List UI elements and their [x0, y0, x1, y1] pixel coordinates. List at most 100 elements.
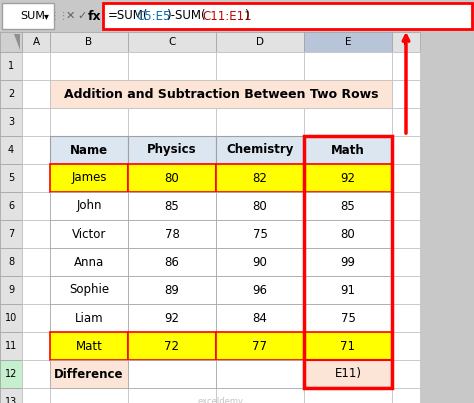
- Bar: [128, 360, 216, 388]
- Bar: [304, 80, 392, 108]
- Bar: [216, 220, 304, 248]
- Bar: [128, 136, 216, 164]
- Bar: [392, 192, 420, 220]
- Bar: [0, 52, 22, 80]
- Bar: [304, 276, 392, 304]
- Bar: [50, 276, 128, 304]
- Bar: [128, 192, 216, 220]
- Text: Addition and Subtraction Between Two Rows: Addition and Subtraction Between Two Row…: [64, 87, 378, 100]
- Bar: [392, 80, 420, 108]
- Text: 92: 92: [340, 172, 356, 185]
- Bar: [0, 108, 22, 136]
- Text: 71: 71: [340, 339, 356, 353]
- Bar: [392, 360, 420, 388]
- Text: Liam: Liam: [75, 312, 103, 324]
- Bar: [50, 332, 128, 360]
- Bar: [304, 304, 392, 332]
- Text: 1: 1: [8, 61, 14, 71]
- Text: 77: 77: [253, 339, 267, 353]
- Bar: [304, 360, 392, 388]
- Bar: [128, 164, 216, 192]
- Text: 82: 82: [253, 172, 267, 185]
- Text: Physics: Physics: [147, 143, 197, 156]
- Bar: [392, 388, 420, 403]
- Bar: [216, 108, 304, 136]
- Text: E11): E11): [335, 368, 362, 380]
- Bar: [216, 32, 304, 52]
- Text: 13: 13: [5, 397, 17, 403]
- Bar: [392, 304, 420, 332]
- Bar: [22, 388, 50, 403]
- Bar: [22, 80, 50, 108]
- Bar: [392, 32, 420, 52]
- Bar: [392, 332, 420, 360]
- Text: fx: fx: [88, 10, 102, 23]
- Bar: [128, 220, 216, 248]
- Bar: [50, 304, 128, 332]
- Bar: [50, 52, 128, 80]
- Text: 75: 75: [340, 312, 356, 324]
- Text: 9: 9: [8, 285, 14, 295]
- Bar: [0, 332, 22, 360]
- Bar: [392, 276, 420, 304]
- Bar: [304, 248, 392, 276]
- Bar: [128, 164, 216, 192]
- Bar: [22, 52, 50, 80]
- Text: 89: 89: [164, 283, 180, 297]
- Bar: [128, 388, 216, 403]
- Text: )-SUM(: )-SUM(: [166, 10, 206, 23]
- Text: Anna: Anna: [74, 256, 104, 268]
- Text: Sophie: Sophie: [69, 283, 109, 297]
- Bar: [392, 52, 420, 80]
- Bar: [0, 192, 22, 220]
- Text: Matt: Matt: [75, 339, 102, 353]
- Bar: [304, 220, 392, 248]
- Text: 75: 75: [253, 228, 267, 241]
- Text: 85: 85: [164, 199, 179, 212]
- Bar: [128, 276, 216, 304]
- Text: 80: 80: [164, 172, 179, 185]
- Bar: [304, 164, 392, 192]
- Bar: [216, 248, 304, 276]
- Text: C11:E11: C11:E11: [202, 10, 252, 23]
- Bar: [50, 276, 128, 304]
- Bar: [304, 248, 392, 276]
- Bar: [216, 332, 304, 360]
- Text: 7: 7: [8, 229, 14, 239]
- Bar: [50, 164, 128, 192]
- Bar: [216, 360, 304, 388]
- Bar: [50, 360, 128, 388]
- Bar: [392, 108, 420, 136]
- Bar: [216, 332, 304, 360]
- Bar: [50, 248, 128, 276]
- Text: D: D: [256, 37, 264, 47]
- Bar: [0, 248, 22, 276]
- Bar: [304, 192, 392, 220]
- Text: E: E: [345, 37, 351, 47]
- Bar: [22, 164, 50, 192]
- Bar: [22, 332, 50, 360]
- Polygon shape: [14, 34, 20, 50]
- Bar: [0, 136, 22, 164]
- Bar: [216, 276, 304, 304]
- Bar: [392, 164, 420, 192]
- Bar: [50, 220, 128, 248]
- Bar: [304, 136, 392, 164]
- Text: 11: 11: [5, 341, 17, 351]
- Bar: [392, 248, 420, 276]
- Bar: [128, 304, 216, 332]
- Text: Name: Name: [70, 143, 108, 156]
- Text: A: A: [32, 37, 39, 47]
- Bar: [128, 80, 216, 108]
- Text: 91: 91: [340, 283, 356, 297]
- Text: ⋮⋮: ⋮⋮: [49, 11, 69, 21]
- Bar: [50, 388, 128, 403]
- Bar: [216, 52, 304, 80]
- Text: 5: 5: [8, 173, 14, 183]
- Bar: [216, 304, 304, 332]
- Bar: [22, 276, 50, 304]
- Bar: [216, 136, 304, 164]
- Bar: [103, 3, 472, 29]
- Bar: [128, 276, 216, 304]
- Bar: [216, 304, 304, 332]
